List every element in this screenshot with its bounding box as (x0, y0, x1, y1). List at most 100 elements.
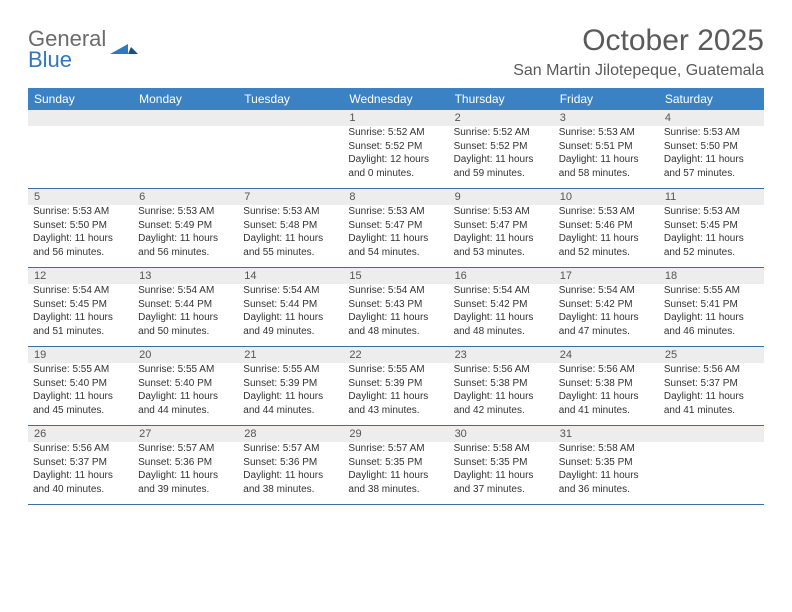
daylight-text-1: Daylight: 11 hours (454, 232, 549, 246)
daylight-text-2: and 47 minutes. (559, 325, 654, 339)
day-number: 17 (560, 270, 653, 282)
day-number-cell: 3 (554, 110, 659, 126)
sunset-text: Sunset: 5:36 PM (243, 456, 338, 470)
day-number-cell: 31 (554, 426, 659, 443)
sunset-text: Sunset: 5:38 PM (559, 377, 654, 391)
day-info-row: Sunrise: 5:55 AMSunset: 5:40 PMDaylight:… (28, 363, 764, 426)
day-cell: Sunrise: 5:54 AMSunset: 5:44 PMDaylight:… (238, 284, 343, 347)
day-number-cell: 22 (343, 347, 448, 364)
sunrise-text: Sunrise: 5:52 AM (348, 126, 443, 140)
daylight-text-1: Daylight: 11 hours (138, 469, 233, 483)
sunset-text: Sunset: 5:41 PM (664, 298, 759, 312)
daylight-text-2: and 52 minutes. (559, 246, 654, 260)
day-number-cell: 13 (133, 268, 238, 285)
day-number-cell: 4 (659, 110, 764, 126)
day-number-cell (28, 110, 133, 126)
sunset-text: Sunset: 5:50 PM (33, 219, 128, 233)
calendar-head: Sunday Monday Tuesday Wednesday Thursday… (28, 88, 764, 110)
sunrise-text: Sunrise: 5:53 AM (664, 126, 759, 140)
sunset-text: Sunset: 5:36 PM (138, 456, 233, 470)
day-cell (238, 126, 343, 189)
day-cell (28, 126, 133, 189)
day-number: 5 (34, 191, 127, 203)
day-info-row: Sunrise: 5:56 AMSunset: 5:37 PMDaylight:… (28, 442, 764, 505)
sunrise-text: Sunrise: 5:54 AM (348, 284, 443, 298)
day-info-row: Sunrise: 5:53 AM Sunset: 5:50 PM Daylight:… (28, 205, 764, 268)
sunrise-text: Sunrise: 5:58 AM (454, 442, 549, 456)
sunset-text: Sunset: 5:48 PM (243, 219, 338, 233)
sunset-text: Sunset: 5:44 PM (138, 298, 233, 312)
day-number-row: 567891011 (28, 189, 764, 206)
day-header-row: Sunday Monday Tuesday Wednesday Thursday… (28, 88, 764, 110)
daylight-text-1: Daylight: 11 hours (348, 311, 443, 325)
day-number: 22 (349, 349, 442, 361)
day-number-cell (133, 110, 238, 126)
day-number-row: 19202122232425 (28, 347, 764, 364)
day-number-cell (659, 426, 764, 443)
day-number: 8 (349, 191, 442, 203)
day-cell: Sunrise: 5:54 AMSunset: 5:45 PMDaylight:… (28, 284, 133, 347)
day-header: Friday (554, 88, 659, 110)
daylight-text-1: Daylight: 11 hours (243, 469, 338, 483)
sunset-text: Sunset: 5:38 PM (454, 377, 549, 391)
day-header: Monday (133, 88, 238, 110)
day-number: 10 (560, 191, 653, 203)
sunset-text: Sunset: 5:51 PM (559, 140, 654, 154)
day-cell: Sunrise: 5:52 AMSunset: 5:52 PMDaylight:… (343, 126, 448, 189)
day-header: Tuesday (238, 88, 343, 110)
day-number-row: 1234 (28, 110, 764, 126)
day-number: 26 (34, 428, 127, 440)
day-number-cell (238, 110, 343, 126)
day-number: 14 (244, 270, 337, 282)
daylight-text-1: Daylight: 11 hours (138, 311, 233, 325)
daylight-text-2: and 53 minutes. (454, 246, 549, 260)
sunset-text: Sunset: 5:39 PM (243, 377, 338, 391)
daylight-text-2: and 48 minutes. (348, 325, 443, 339)
daylight-text-1: Daylight: 11 hours (33, 311, 128, 325)
day-number: 15 (349, 270, 442, 282)
day-number: 4 (665, 112, 758, 124)
day-cell: Sunrise: 5:52 AMSunset: 5:52 PMDaylight:… (449, 126, 554, 189)
sunrise-text: Sunrise: 5:57 AM (243, 442, 338, 456)
daylight-text-2: and 50 minutes. (138, 325, 233, 339)
day-number: 24 (560, 349, 653, 361)
day-number: 3 (560, 112, 653, 124)
sunset-text: Sunset: 5:37 PM (33, 456, 128, 470)
daylight-text-2: and 51 minutes. (33, 325, 128, 339)
daylight-text-1: Daylight: 11 hours (664, 390, 759, 404)
day-number-cell: 16 (449, 268, 554, 285)
day-cell: Sunrise: 5:53 AMSunset: 5:47 PMDaylight:… (449, 205, 554, 268)
daylight-text-1: Daylight: 11 hours (454, 153, 549, 167)
sunrise-text: Sunrise: 5:55 AM (664, 284, 759, 298)
day-cell: Sunrise: 5:53 AMSunset: 5:49 PMDaylight:… (133, 205, 238, 268)
day-number-cell: 19 (28, 347, 133, 364)
day-number-cell: 21 (238, 347, 343, 364)
day-number: 1 (349, 112, 442, 124)
daylight-text-2: and 52 minutes. (664, 246, 759, 260)
calendar-page: General Blue October 2025 San Martin Jil… (0, 0, 792, 525)
header-row: General Blue October 2025 San Martin Jil… (28, 24, 764, 86)
location-label: San Martin Jilotepeque, Guatemala (513, 62, 764, 80)
calendar-table: Sunday Monday Tuesday Wednesday Thursday… (28, 88, 764, 505)
sunrise-text: Sunrise: 5:53 AM (664, 205, 759, 219)
daylight-text-2: and 42 minutes. (454, 404, 549, 418)
daylight-text-2: and 36 minutes. (559, 483, 654, 497)
daylight-text-1: Daylight: 11 hours (454, 311, 549, 325)
day-number-cell: 9 (449, 189, 554, 206)
day-cell: Sunrise: 5:56 AMSunset: 5:37 PMDaylight:… (659, 363, 764, 426)
daylight-text-1: Daylight: 11 hours (559, 153, 654, 167)
day-number-cell: 26 (28, 426, 133, 443)
daylight-text-2: and 48 minutes. (454, 325, 549, 339)
day-number-cell: 2 (449, 110, 554, 126)
daylight-text-2: and 0 minutes. (348, 167, 443, 181)
daylight-text-1: Daylight: 12 hours (348, 153, 443, 167)
title-block: October 2025 San Martin Jilotepeque, Gua… (513, 24, 764, 86)
sunset-text: Sunset: 5:39 PM (348, 377, 443, 391)
daylight-text-1: Daylight: 11 hours (664, 311, 759, 325)
daylight-text-2: and 49 minutes. (243, 325, 338, 339)
sunrise-text: Sunrise: 5:54 AM (559, 284, 654, 298)
day-number: 12 (34, 270, 127, 282)
day-cell: Sunrise: 5:58 AMSunset: 5:35 PMDaylight:… (554, 442, 659, 505)
day-number: 20 (139, 349, 232, 361)
sunset-text: Sunset: 5:45 PM (664, 219, 759, 233)
